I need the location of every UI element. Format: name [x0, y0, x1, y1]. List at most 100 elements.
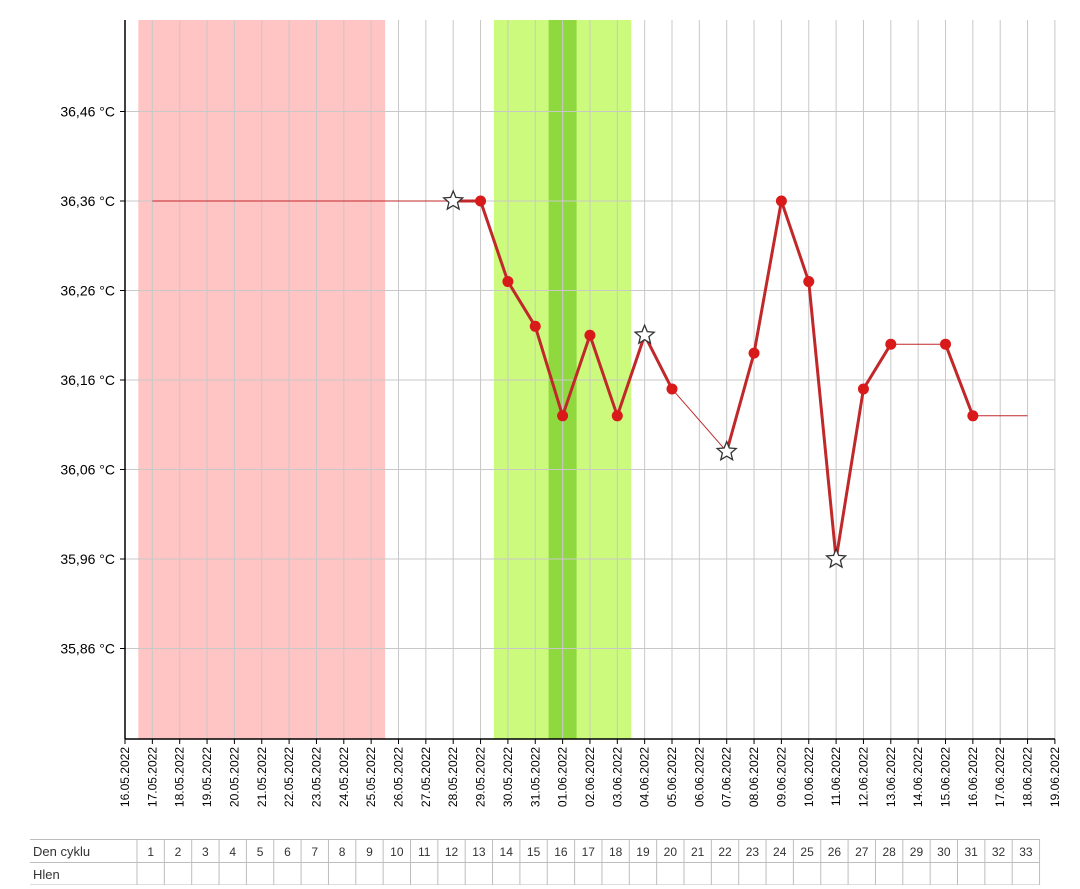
series-segment	[506, 280, 537, 328]
data-point	[557, 410, 569, 422]
series-segment	[752, 199, 783, 355]
table-cell: 18	[609, 845, 623, 859]
table-cell: 25	[800, 845, 814, 859]
chart-axes	[120, 20, 1056, 744]
cycle-table: Den cyklu 1 2 3 4 5 6 7 8 9 10 11 12 13 14 15 16 17 18 19 20…	[0, 839, 1080, 886]
table-cell: 8	[339, 845, 346, 859]
x-tick-label: 16.06.2022	[966, 747, 980, 807]
star-marker	[442, 189, 465, 211]
x-tick-label: 19.06.2022	[1048, 747, 1062, 807]
table-cell: 33	[1019, 845, 1033, 859]
x-tick-label: 18.06.2022	[1021, 747, 1035, 807]
x-tick-label: 09.06.2022	[774, 747, 788, 807]
data-point	[584, 329, 596, 341]
x-tick-label: 03.06.2022	[610, 747, 624, 807]
chart-grid	[124, 20, 1056, 739]
table-cell: 30	[937, 845, 951, 859]
x-axis-labels: 16.05.2022 17.05.2022 18.05.2022 19.05.2022…	[118, 747, 1062, 807]
x-tick-label: 11.06.2022	[829, 747, 843, 806]
table-cell: 12	[445, 845, 459, 859]
table-cell: 23	[746, 845, 760, 859]
series-segment	[533, 324, 565, 418]
x-tick-label: 14.06.2022	[911, 747, 925, 807]
temperature-series	[152, 189, 1028, 569]
x-tick-label: 15.06.2022	[939, 747, 953, 807]
x-tick-label: 24.05.2022	[337, 747, 351, 807]
x-tick-label: 18.05.2022	[173, 747, 187, 807]
x-tick-label: 30.05.2022	[501, 747, 515, 807]
table-cell: 4	[229, 845, 236, 859]
table-cell: 32	[992, 845, 1006, 859]
temperature-chart: 36,46 °C 36,36 °C 36,26 °C 36,16 °C 36,06 °C…	[60, 20, 1062, 807]
data-point	[857, 383, 869, 395]
data-point	[502, 276, 514, 288]
x-tick-label: 02.06.2022	[583, 747, 597, 807]
data-point	[885, 338, 897, 350]
table-cell: 22	[718, 845, 732, 859]
x-tick-label: 04.06.2022	[638, 747, 652, 807]
star-marker	[633, 323, 656, 345]
data-point	[475, 195, 487, 207]
x-tick-label: 17.05.2022	[145, 747, 159, 807]
data-point	[803, 276, 815, 288]
table-cell: 26	[828, 845, 842, 859]
table-cell: 19	[636, 845, 650, 859]
series-segment	[588, 333, 619, 418]
table-row-label: Hlen	[33, 867, 60, 882]
table-cell: 27	[855, 845, 869, 859]
table-cell: 15	[527, 845, 541, 859]
x-tick-label: 08.06.2022	[747, 747, 761, 807]
x-tick-label: 20.05.2022	[227, 747, 241, 807]
series-segment	[944, 342, 975, 418]
series-segment	[643, 333, 674, 391]
x-tick-label: 31.05.2022	[528, 747, 542, 807]
table-cell: 13	[472, 845, 486, 859]
table-cell: 3	[202, 845, 209, 859]
table-cell: 5	[257, 845, 264, 859]
x-tick-label: 13.06.2022	[884, 747, 898, 807]
table-cell: 17	[582, 845, 596, 859]
x-tick-label: 26.05.2022	[392, 747, 406, 807]
series-segment	[479, 199, 510, 284]
x-tick-label: 25.05.2022	[364, 747, 378, 807]
series-segment	[561, 333, 592, 418]
series-segment	[671, 388, 728, 453]
y-tick-label: 36,36 °C	[60, 193, 115, 209]
data-point	[611, 410, 623, 422]
table-cell: 2	[175, 845, 182, 859]
data-point	[940, 338, 951, 350]
y-axis-labels: 36,46 °C 36,36 °C 36,26 °C 36,16 °C 36,06 °C…	[60, 104, 115, 657]
y-tick-label: 36,46 °C	[60, 104, 115, 120]
data-point	[748, 347, 760, 359]
x-tick-label: 16.05.2022	[118, 747, 132, 807]
table-cell: 31	[964, 845, 978, 859]
x-tick-label: 10.06.2022	[802, 747, 816, 807]
table-row-label: Den cyklu	[33, 844, 90, 859]
table-cell: 16	[554, 845, 568, 859]
x-tick-label: 22.05.2022	[282, 747, 296, 807]
x-tick-label: 21.05.2022	[255, 747, 269, 807]
star-marker	[715, 439, 738, 462]
x-tick-label: 19.05.2022	[200, 747, 214, 807]
x-tick-label: 28.05.2022	[446, 747, 460, 807]
table-cell: 9	[366, 845, 373, 859]
table-cell: 11	[418, 845, 431, 859]
data-point	[529, 320, 541, 332]
table-cell: 7	[311, 845, 318, 859]
table-cell: 24	[773, 845, 787, 859]
x-tick-label: 05.06.2022	[665, 747, 679, 807]
series-segment	[725, 351, 756, 454]
y-tick-label: 36,26 °C	[60, 283, 115, 299]
data-point	[775, 195, 787, 207]
table-cell: 21	[691, 845, 705, 859]
x-tick-label: 07.06.2022	[720, 747, 734, 807]
series-segment	[861, 342, 893, 391]
table-cell: 10	[390, 845, 404, 859]
x-tick-label: 29.05.2022	[474, 747, 488, 807]
x-tick-label: 27.05.2022	[419, 747, 433, 807]
star-marker	[824, 547, 848, 569]
y-tick-label: 36,16 °C	[60, 372, 115, 388]
x-tick-label: 01.06.2022	[556, 747, 570, 807]
table-cell: 28	[882, 845, 896, 859]
table-cell: 14	[500, 845, 514, 859]
